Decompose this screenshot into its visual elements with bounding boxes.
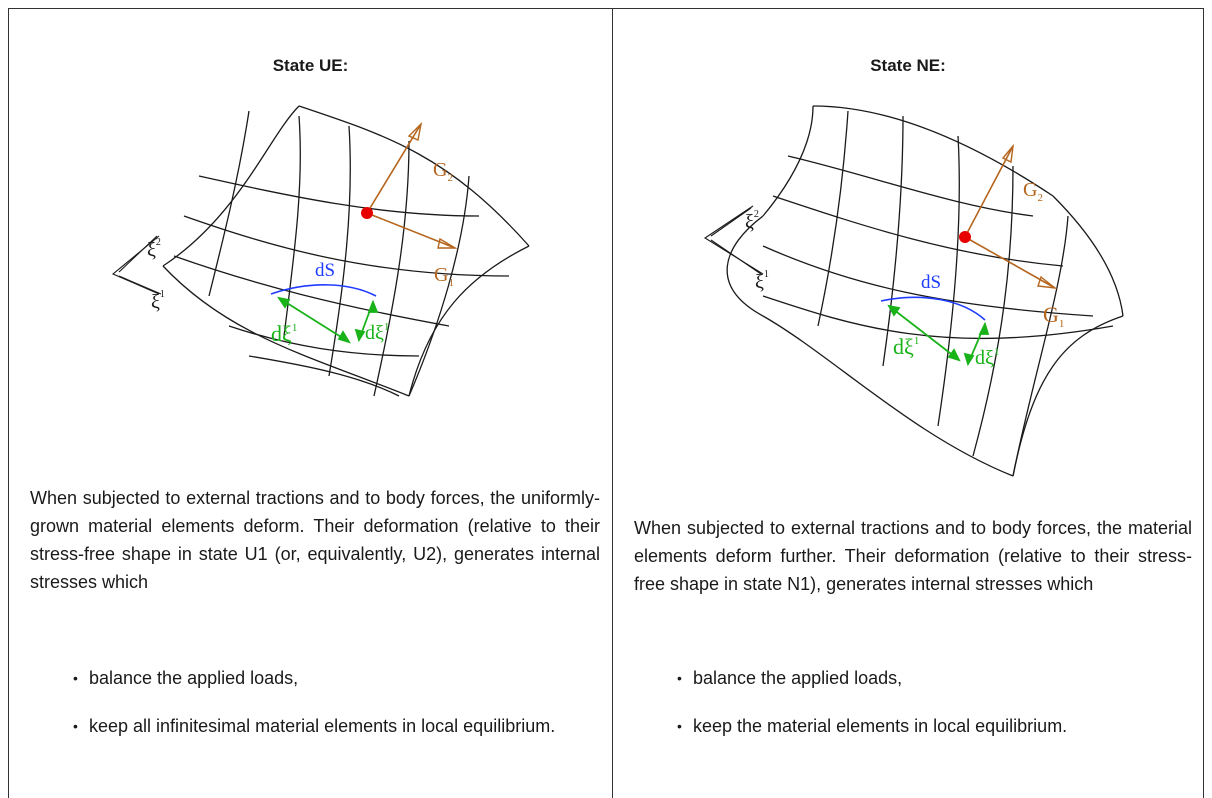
state-ue-surface-diagram: G2 G1 dS dξ1 dξ1 ξ2 ξ1 xyxy=(111,105,530,397)
material-point xyxy=(959,231,971,243)
coordinate-axes xyxy=(703,205,764,275)
xi2-label: ξ2 xyxy=(745,209,759,233)
d-xi-label-a: dξ1 xyxy=(271,321,297,346)
state-ne-description: When subjected to external tractions and… xyxy=(634,518,1192,594)
g1-vector xyxy=(964,236,1058,289)
list-item: balance the applied loads, xyxy=(69,664,601,692)
state-ue-column: State UE: xyxy=(9,8,612,798)
table-right-border xyxy=(1203,8,1204,798)
list-item: keep the material elements in local equi… xyxy=(673,712,1193,740)
state-ue-title: State UE: xyxy=(272,56,349,75)
d-xi-label-b: dξ1 xyxy=(365,321,389,344)
material-point xyxy=(361,207,373,219)
xi1-label: ξ1 xyxy=(755,269,769,293)
d-xi-label-a: dξ1 xyxy=(893,334,919,359)
surface-grid xyxy=(162,105,530,397)
ds-arc xyxy=(880,296,986,321)
d-xi-label-b: dξ1 xyxy=(975,346,999,369)
g2-label: G2 xyxy=(433,159,453,184)
xi1-label: ξ1 xyxy=(151,289,165,313)
g2-label: G2 xyxy=(1023,179,1043,204)
list-item: keep all infinitesimal material elements… xyxy=(69,712,601,740)
ds-label: dS xyxy=(315,260,335,281)
g1-label: G1 xyxy=(1043,302,1064,330)
d-xi-increments xyxy=(887,304,990,367)
d-xi-increments xyxy=(277,296,379,344)
xi2-label: ξ2 xyxy=(147,237,161,261)
table-left-border xyxy=(8,8,9,798)
state-ne-column: State NE: xyxy=(613,8,1203,798)
list-item: balance the applied loads, xyxy=(673,664,1193,692)
ds-arc xyxy=(270,284,377,297)
state-ne-bullets: balance the applied loads, keep the mate… xyxy=(673,664,1193,760)
state-ne-surface-diagram: G2 G1 dS dξ1 dξ1 ξ2 ξ1 xyxy=(703,105,1124,477)
state-ue-description: When subjected to external tractions and… xyxy=(30,488,600,592)
state-ue-bullets: balance the applied loads, keep all infi… xyxy=(69,664,601,760)
ds-label: dS xyxy=(921,272,941,293)
g2-vector xyxy=(366,121,423,214)
g1-label: G1 xyxy=(434,264,454,289)
column-divider xyxy=(612,8,613,798)
table-top-border xyxy=(8,8,1204,9)
g1-vector xyxy=(366,212,458,249)
state-ne-title: State NE: xyxy=(870,56,946,75)
coordinate-axes xyxy=(111,235,162,295)
g2-vector xyxy=(964,143,1014,238)
surface-grid xyxy=(726,105,1124,477)
